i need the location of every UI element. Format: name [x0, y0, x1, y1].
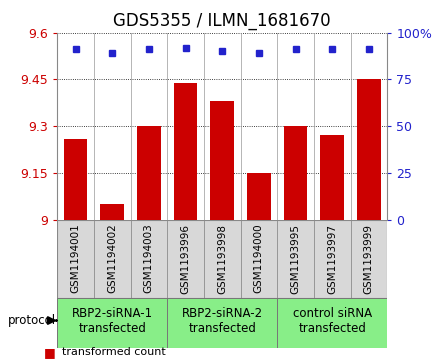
Text: GSM1194003: GSM1194003 — [144, 224, 154, 293]
Text: RBP2-siRNA-2
transfected: RBP2-siRNA-2 transfected — [182, 306, 263, 335]
Bar — [314, 220, 351, 298]
Bar — [57, 298, 167, 348]
Bar — [284, 126, 308, 220]
Text: GSM1193997: GSM1193997 — [327, 224, 337, 294]
Bar — [167, 298, 277, 348]
Bar — [320, 135, 344, 220]
Text: GSM1193995: GSM1193995 — [290, 224, 301, 294]
Bar — [277, 298, 387, 348]
Text: RBP2-siRNA-1
transfected: RBP2-siRNA-1 transfected — [72, 306, 153, 335]
Title: GDS5355 / ILMN_1681670: GDS5355 / ILMN_1681670 — [114, 12, 331, 30]
Bar — [247, 173, 271, 220]
Bar — [210, 101, 234, 220]
Text: transformed count: transformed count — [62, 347, 165, 357]
Text: GSM1194002: GSM1194002 — [107, 224, 117, 293]
Bar — [100, 204, 124, 220]
Bar — [137, 126, 161, 220]
Text: GSM1194000: GSM1194000 — [254, 224, 264, 293]
Bar — [241, 220, 277, 298]
Text: GSM1193998: GSM1193998 — [217, 224, 227, 294]
Text: protocol: protocol — [8, 314, 56, 327]
Bar — [357, 79, 381, 220]
Bar — [351, 220, 387, 298]
Text: ■: ■ — [44, 346, 56, 359]
Bar — [174, 82, 198, 220]
Bar — [94, 220, 131, 298]
Text: GSM1194001: GSM1194001 — [70, 224, 81, 293]
Bar — [277, 220, 314, 298]
Text: GSM1193999: GSM1193999 — [364, 224, 374, 294]
Bar — [64, 139, 88, 220]
Bar — [131, 220, 167, 298]
Bar — [167, 220, 204, 298]
Bar — [57, 220, 94, 298]
Bar — [204, 220, 241, 298]
Text: GSM1193996: GSM1193996 — [180, 224, 191, 294]
Text: control siRNA
transfected: control siRNA transfected — [293, 306, 372, 335]
